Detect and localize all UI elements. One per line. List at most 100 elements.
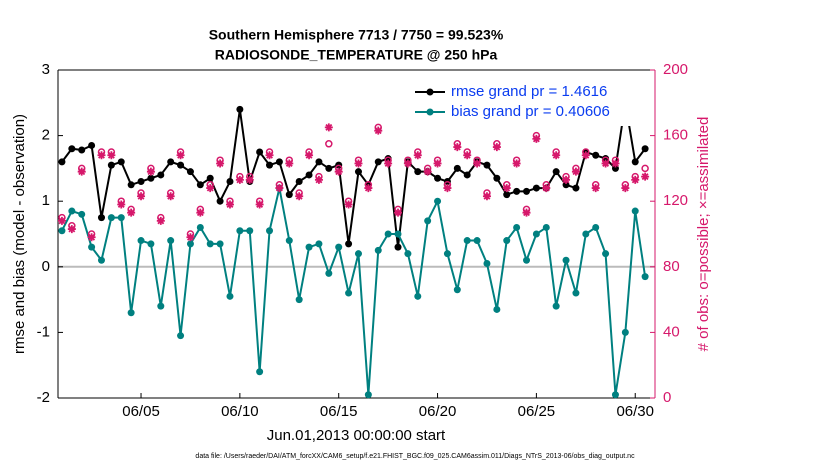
point <box>503 191 511 199</box>
assimilated-point <box>522 208 531 217</box>
y-tick-label: -1 <box>37 323 50 340</box>
point <box>364 391 372 399</box>
assimilated-point <box>186 233 195 242</box>
assimilated-point <box>117 200 126 209</box>
point <box>226 292 234 300</box>
point <box>137 237 145 245</box>
point <box>186 240 194 248</box>
assimilated-point <box>107 151 116 160</box>
assimilated-point <box>611 159 620 168</box>
y2-tick-label: 120 <box>663 192 688 209</box>
assimilated-point <box>314 175 323 184</box>
assimilated-point <box>413 151 422 160</box>
assimilated-point <box>166 192 175 201</box>
point <box>424 217 432 225</box>
assimilated-point <box>265 151 274 160</box>
point <box>117 158 125 166</box>
assimilated-point <box>305 151 314 160</box>
chart-subtitle: RADIOSONDE_TEMPERATURE @ 250 hPa <box>215 47 498 63</box>
point <box>157 302 165 310</box>
y2-tick-label: 40 <box>663 323 680 340</box>
possible-point <box>641 164 649 173</box>
assimilated-point <box>482 192 491 201</box>
point <box>503 237 511 245</box>
assimilated-point <box>364 184 373 193</box>
point <box>196 223 204 231</box>
point <box>275 158 283 166</box>
y2-tick-label: 160 <box>663 127 688 144</box>
point <box>493 305 501 313</box>
assimilated-point <box>512 159 521 168</box>
legend-box <box>409 78 653 126</box>
assimilated-point <box>394 208 403 217</box>
point <box>107 214 115 222</box>
point <box>127 181 135 189</box>
assimilated-point <box>87 233 96 242</box>
point <box>513 187 521 195</box>
assimilated-point <box>433 159 442 168</box>
point <box>582 230 590 238</box>
point <box>177 332 185 340</box>
point <box>236 105 244 113</box>
x-tick-label: 06/25 <box>518 403 556 420</box>
legend-marker <box>426 88 434 96</box>
point <box>562 181 570 189</box>
y-tick-label: 0 <box>42 258 50 275</box>
point <box>107 161 115 169</box>
assimilated-point <box>67 225 76 234</box>
assimilated-point <box>235 175 244 184</box>
point <box>137 178 145 186</box>
point <box>354 168 362 176</box>
point <box>266 227 274 235</box>
point <box>592 151 600 159</box>
assimilated-point <box>295 192 304 201</box>
assimilated-point <box>403 159 412 168</box>
point <box>216 197 224 205</box>
point <box>295 296 303 304</box>
point <box>374 158 382 166</box>
assimilated-point <box>275 184 284 193</box>
x-axis-label: Jun.01,2013 00:00:00 start <box>267 427 446 444</box>
assimilated-point <box>216 159 225 168</box>
point <box>285 191 293 199</box>
assimilated-point <box>255 200 264 209</box>
assimilated-point <box>492 143 501 152</box>
point <box>68 145 76 153</box>
assimilated-point <box>502 184 511 193</box>
assimilated-point <box>542 184 551 193</box>
point <box>127 309 135 317</box>
assimilated-point <box>77 167 86 176</box>
assimilated-point <box>156 216 165 225</box>
assimilated-point <box>245 175 254 184</box>
assimilated-point <box>285 159 294 168</box>
point <box>443 250 451 258</box>
point <box>325 269 333 277</box>
point <box>513 223 521 231</box>
point <box>266 161 274 169</box>
point <box>78 210 86 218</box>
assimilated-point <box>57 216 66 225</box>
assimilated-point <box>562 175 571 184</box>
point <box>641 273 649 281</box>
point <box>552 302 560 310</box>
point <box>463 171 471 179</box>
point <box>97 256 105 264</box>
assimilated-point <box>453 143 462 152</box>
point <box>611 391 619 399</box>
assimilated-point <box>443 184 452 193</box>
assimilated-point <box>334 167 343 176</box>
chart-title: Southern Hemisphere 7713 / 7750 = 99.523… <box>209 27 504 43</box>
point <box>177 161 185 169</box>
point <box>592 223 600 231</box>
point <box>394 243 402 251</box>
point <box>305 171 313 179</box>
point <box>147 240 155 248</box>
y-tick-label: 1 <box>42 192 50 209</box>
point <box>147 174 155 182</box>
point <box>453 286 461 294</box>
y2-tick-label: 0 <box>663 389 671 406</box>
point <box>354 250 362 258</box>
point <box>621 328 629 336</box>
point <box>631 207 639 215</box>
